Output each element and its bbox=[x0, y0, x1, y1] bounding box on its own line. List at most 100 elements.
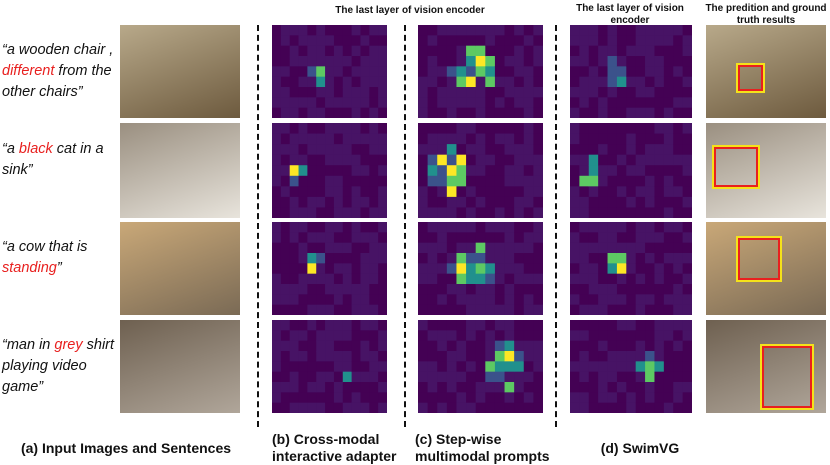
heat-cell bbox=[598, 304, 609, 315]
heat-cell bbox=[663, 294, 674, 306]
heat-cell bbox=[616, 56, 627, 67]
heat-cell bbox=[272, 304, 282, 315]
heat-cell bbox=[272, 340, 282, 352]
heat-cell bbox=[360, 351, 370, 362]
heat-cell bbox=[607, 76, 618, 88]
heat-cell bbox=[523, 263, 534, 275]
heat-cell bbox=[504, 87, 515, 98]
heat-cell bbox=[475, 25, 486, 36]
heat-cell bbox=[570, 222, 580, 233]
heat-cell bbox=[475, 207, 486, 218]
heat-cell bbox=[333, 284, 344, 295]
heat-cell bbox=[645, 45, 655, 57]
heat-cell bbox=[289, 207, 300, 218]
heat-cell bbox=[427, 133, 438, 145]
heat-cell bbox=[635, 392, 646, 404]
heat-cell bbox=[446, 45, 457, 57]
heat-cell bbox=[504, 76, 515, 88]
heat-cell bbox=[437, 154, 448, 166]
heat-cell bbox=[378, 340, 387, 352]
heat-cell bbox=[494, 320, 506, 331]
heat-cell bbox=[663, 222, 674, 233]
heat-cell bbox=[316, 123, 326, 135]
heat-cell bbox=[682, 76, 692, 88]
heat-cell bbox=[654, 133, 665, 145]
heat-cell bbox=[333, 76, 344, 88]
heat-cell bbox=[272, 232, 282, 244]
heat-cell bbox=[427, 232, 438, 244]
heat-cell bbox=[523, 320, 534, 331]
heat-cell bbox=[607, 402, 618, 413]
heat-cell bbox=[342, 123, 353, 135]
heat-cell bbox=[427, 175, 438, 187]
heat-cell bbox=[616, 263, 627, 275]
heat-cell bbox=[466, 186, 477, 198]
heat-cell bbox=[369, 263, 379, 275]
heat-cell bbox=[598, 402, 609, 413]
heat-cell bbox=[280, 392, 291, 404]
heat-cell bbox=[325, 25, 335, 36]
heat-cell bbox=[616, 242, 627, 254]
heat-cell bbox=[272, 87, 282, 98]
heat-cell bbox=[485, 320, 496, 331]
heat-cell bbox=[570, 304, 580, 315]
heat-cell bbox=[342, 196, 353, 208]
heat-cell bbox=[289, 392, 300, 404]
heat-cell bbox=[437, 175, 448, 187]
heat-cell bbox=[427, 361, 438, 373]
heat-cell bbox=[280, 294, 291, 306]
heat-cell bbox=[446, 284, 457, 295]
heat-cell bbox=[351, 222, 361, 233]
heat-cell bbox=[504, 165, 515, 177]
heat-cell bbox=[456, 351, 467, 362]
heat-cell bbox=[418, 320, 429, 331]
heat-cell bbox=[673, 340, 684, 352]
heat-cell bbox=[654, 35, 665, 47]
heat-cell bbox=[475, 165, 486, 177]
heat-cell bbox=[360, 107, 370, 118]
heat-cell bbox=[626, 107, 637, 118]
heat-cell bbox=[635, 263, 646, 275]
heat-cell bbox=[307, 340, 317, 352]
heat-cell bbox=[280, 76, 291, 88]
heat-cell bbox=[360, 320, 370, 331]
heat-cell bbox=[645, 402, 655, 413]
heat-cell bbox=[533, 76, 543, 88]
heat-cell bbox=[378, 123, 387, 135]
heat-cell bbox=[289, 175, 300, 187]
heat-cell bbox=[333, 123, 344, 135]
heat-cell bbox=[446, 402, 457, 413]
heat-cell bbox=[654, 144, 665, 156]
heat-cell bbox=[325, 371, 335, 383]
heat-cell bbox=[272, 76, 282, 88]
heat-cell bbox=[645, 392, 655, 404]
heat-cell bbox=[645, 382, 655, 393]
heat-cell bbox=[351, 87, 361, 98]
heat-cell bbox=[626, 76, 637, 88]
heat-cell bbox=[298, 273, 308, 285]
heat-cell bbox=[475, 284, 486, 295]
heat-cell bbox=[437, 330, 448, 342]
heat-cell bbox=[533, 186, 543, 198]
heat-cell bbox=[654, 253, 665, 264]
heat-cell bbox=[427, 144, 438, 156]
heat-cell bbox=[485, 330, 496, 342]
heat-cell bbox=[446, 25, 457, 36]
heat-cell bbox=[466, 402, 477, 413]
heat-cell bbox=[654, 207, 665, 218]
heat-cell bbox=[280, 25, 291, 36]
heat-cell bbox=[427, 154, 438, 166]
heat-cell bbox=[307, 123, 317, 135]
heat-cell bbox=[427, 402, 438, 413]
heat-cell bbox=[504, 154, 515, 166]
heat-cell bbox=[663, 35, 674, 47]
heat-cell bbox=[598, 165, 609, 177]
heat-cell bbox=[504, 66, 515, 78]
heat-cell bbox=[616, 392, 627, 404]
heat-cell bbox=[663, 263, 674, 275]
heat-cell bbox=[523, 186, 534, 198]
heat-cell bbox=[418, 402, 429, 413]
heat-cell bbox=[351, 330, 361, 342]
heat-cell bbox=[504, 263, 515, 275]
heat-cell bbox=[456, 97, 467, 109]
